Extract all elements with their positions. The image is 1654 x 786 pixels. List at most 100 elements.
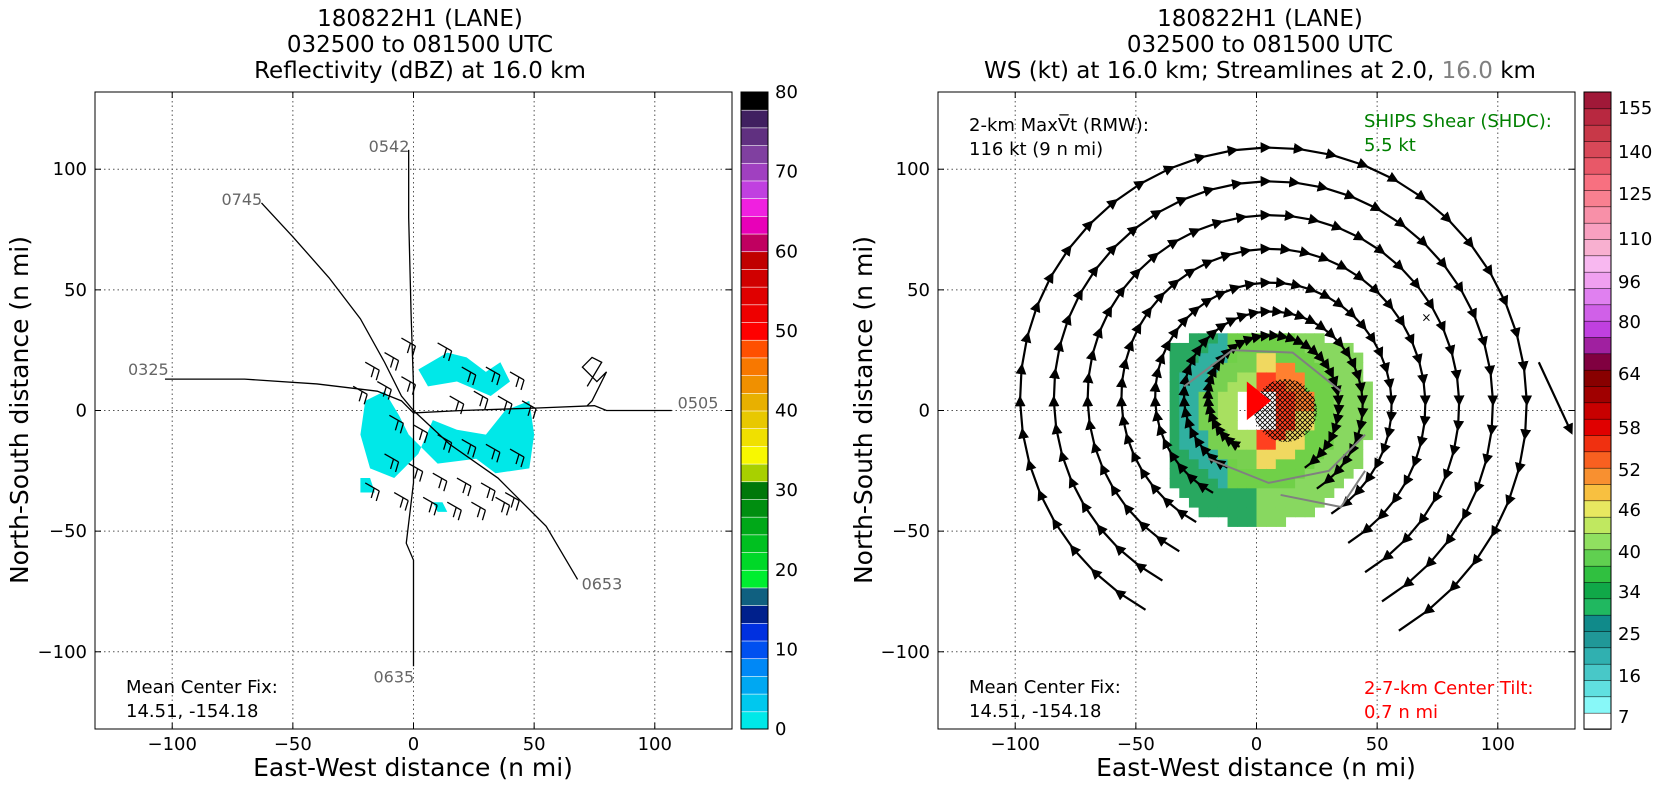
wind-speed-cell	[1362, 391, 1373, 402]
wind-speed-cell	[1333, 478, 1344, 489]
wind-speed-cell	[1246, 478, 1258, 489]
wind-speed-cell	[1275, 458, 1287, 470]
left-center-fix-value: 14.51, -154.18	[126, 701, 258, 722]
wind-speed-cell	[1237, 458, 1248, 470]
wind-speed-cell	[1169, 381, 1180, 392]
wind-speed-cell	[1275, 352, 1287, 363]
wind-speed-cell	[1275, 516, 1287, 527]
wind-speed-cell	[1314, 391, 1325, 402]
wind-barb-flag	[527, 405, 532, 417]
wind-barb-flag	[406, 381, 412, 392]
wind-barb-flag	[387, 389, 392, 400]
wind-speed-cell	[1217, 381, 1229, 392]
wind-speed-cell	[1237, 352, 1248, 363]
right-colorbar-swatch	[1583, 124, 1612, 142]
wind-speed-cell	[1324, 400, 1335, 412]
wind-barb-flag	[419, 471, 424, 482]
wind-speed-cell	[1198, 458, 1209, 470]
hatched-region	[1254, 379, 1317, 442]
wind-speed-cell	[1256, 458, 1267, 470]
right-colorbar-swatch	[1583, 418, 1612, 436]
left-colorbar-swatch	[740, 711, 769, 730]
left-colorbar-swatch	[740, 392, 769, 412]
upper-streamline	[1280, 470, 1366, 509]
right-x-tick-label: 0	[1251, 734, 1262, 755]
wind-barb-flag	[452, 507, 457, 518]
wind-speed-cell	[1217, 391, 1229, 402]
wind-speed-cell	[1237, 439, 1248, 450]
wind-speed-cell	[1188, 449, 1200, 460]
right-colorbar-swatch	[1583, 157, 1612, 175]
left-colorbar-swatch	[740, 357, 769, 376]
wind-barb-flag	[467, 485, 472, 497]
wind-barb-flag	[448, 350, 453, 362]
left-colorbar-swatch	[740, 427, 769, 447]
right-colorbar-swatch	[1583, 696, 1612, 714]
right-colorbar-swatch	[1583, 565, 1612, 583]
right-tilt-line-2: 0.7 n mi	[1364, 702, 1438, 723]
wind-barb-flag	[467, 444, 472, 455]
wind-speed-cell	[1188, 497, 1200, 508]
left-colorbar-tick-label: 50	[775, 321, 798, 342]
right-center-fix-label: Mean Center Fix:	[969, 677, 1121, 698]
wind-barb-flag	[481, 510, 487, 521]
left-colorbar-swatch	[740, 339, 769, 359]
right-y-tick-label: 0	[919, 401, 930, 422]
wind-speed-cell	[1295, 458, 1306, 470]
wind-speed-cell	[1256, 516, 1267, 527]
wind-speed-cell	[1179, 439, 1190, 450]
wind-barb-flag	[404, 500, 409, 511]
wind-barb-flag	[418, 429, 424, 441]
wind-speed-cell	[1208, 478, 1219, 489]
right-colorbar-swatch	[1583, 712, 1612, 730]
wind-speed-cell	[1314, 342, 1325, 354]
wind-speed-cell	[1275, 333, 1287, 344]
wind-speed-cell	[1237, 478, 1248, 489]
wind-barb-flag	[505, 505, 511, 516]
wind-speed-cell	[1343, 420, 1354, 431]
wind-barb-shaft	[422, 496, 438, 506]
left-colorbar-tick-label: 70	[775, 162, 798, 183]
left-colorbar-swatch	[740, 445, 769, 465]
wind-barb-flag	[515, 500, 520, 511]
wind-speed-cell	[1304, 439, 1316, 450]
right-colorbar-frame	[1583, 91, 1612, 730]
wind-speed-cell	[1208, 391, 1219, 402]
wind-barb-flag	[443, 439, 448, 450]
wind-barb-shaft	[437, 342, 452, 352]
wind-barb-flag	[532, 408, 537, 420]
wind-speed-cell	[1324, 352, 1335, 363]
wind-speed-cell	[1179, 449, 1190, 460]
wind-speed-cell	[1237, 429, 1248, 441]
right-colorbar-swatch	[1583, 255, 1612, 273]
left-colorbar-swatch	[740, 144, 769, 164]
right-colorbar-tick-label: 40	[1618, 542, 1641, 563]
wind-speed-cell	[1295, 507, 1306, 518]
wind-speed-cell	[1256, 497, 1267, 508]
wind-barb-flag	[414, 468, 419, 479]
wind-speed-cell	[1227, 352, 1238, 363]
wind-speed-cell	[1227, 429, 1238, 441]
wind-speed-cell	[1237, 362, 1248, 373]
wind-barb-flag	[358, 391, 363, 402]
left-title-line-2: 032500 to 081500 UTC	[286, 32, 554, 58]
wind-barb-flag	[394, 461, 400, 473]
wind-speed-cell	[1246, 362, 1258, 373]
left-x-tick-label: 0	[408, 734, 419, 755]
wind-barb-shaft	[509, 448, 525, 458]
right-title-line-3-main: WS (kt) at 16.0 km; Streamlines at 2.0,	[984, 58, 1442, 84]
wind-barb-flag	[491, 371, 496, 383]
streamline	[1014, 142, 1533, 632]
wind-barb-flag	[503, 400, 508, 412]
wind-speed-cell	[1208, 507, 1219, 518]
left-x-tick-label: 100	[638, 734, 672, 755]
wind-barb-flag	[472, 447, 477, 458]
wind-speed-cell	[1343, 381, 1354, 392]
left-colorbar-swatch	[740, 693, 769, 713]
wind-speed-cell	[1256, 439, 1267, 450]
wind-speed-cell	[1266, 362, 1277, 373]
wind-speed-cell	[1217, 400, 1229, 412]
wind-barb-flag	[467, 371, 472, 383]
right-colorbar-swatch	[1583, 369, 1612, 387]
wind-speed-cell	[1304, 507, 1316, 518]
